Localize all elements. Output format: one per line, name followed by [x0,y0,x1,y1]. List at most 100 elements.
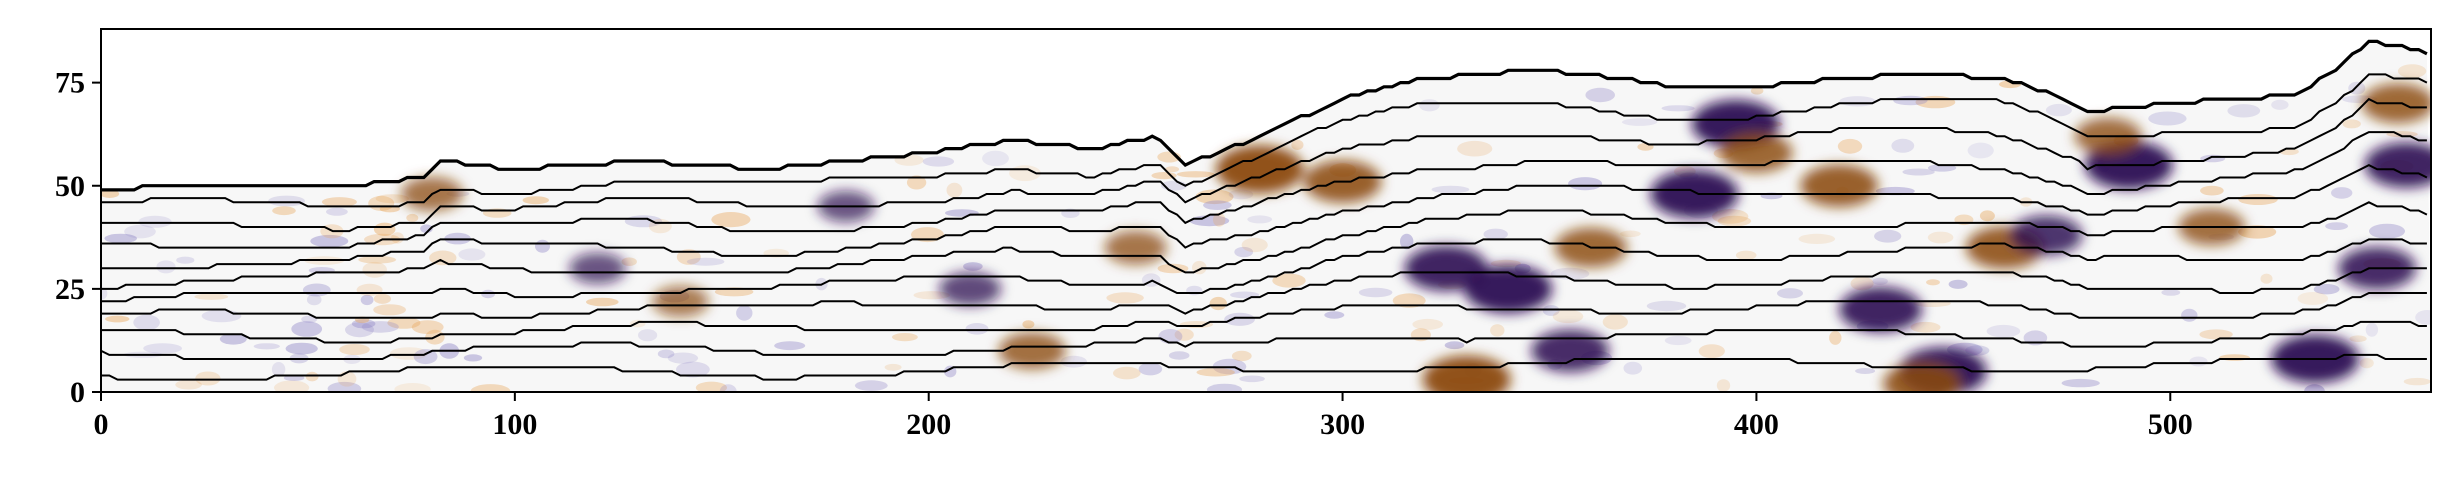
texture-blob [1165,166,1180,173]
texture-blob [1837,138,1863,154]
texture-blob [356,283,383,296]
texture-blob [124,224,156,239]
texture-blob [351,319,376,329]
texture-blob [306,294,322,306]
texture-blob [2415,310,2431,325]
texture-blob [1979,210,1995,222]
texture-blob [1209,296,1228,311]
anomaly-positive [1215,145,1304,194]
texture-blob [360,294,374,306]
texture-blob [1874,229,1902,243]
texture-blob [657,349,675,359]
texture-blob [326,207,348,216]
texture-blob [2325,222,2349,231]
texture-blob [1777,288,1803,299]
texture-blob [253,343,280,350]
texture-blob [176,256,195,264]
texture-blob [695,381,727,392]
texture-blob [373,222,396,236]
texture-blob [1891,138,1915,153]
texture-blob [389,347,428,360]
texture-blob [2365,322,2379,337]
texture-blob [104,233,137,244]
texture-blob [535,239,550,253]
texture-blob [1239,375,1265,383]
horizon-contour [101,97,2427,233]
anomaly-positive [1720,133,1793,173]
texture-blob [285,342,318,355]
texture-blob [884,363,902,371]
texture-blob [2238,194,2278,205]
texture-blob [1568,177,1603,191]
texture-blob [1698,344,1725,359]
texture-blob [2304,384,2325,392]
anomaly-positive [652,285,709,317]
texture-blob [1168,351,1190,360]
texture-blob [1106,292,1144,304]
y-tick-label: 0 [70,376,85,409]
texture-blob [1717,215,1752,227]
anomaly-negative [2364,142,2431,188]
anomaly-positive [1104,230,1167,265]
texture-blob [1620,230,1641,238]
texture-blob [1113,366,1141,380]
texture-blob [327,381,362,392]
texture-blob [1412,318,1443,330]
texture-blob [2045,103,2072,117]
texture-blob [2313,284,2340,295]
texture-blob [1213,212,1226,227]
texture-blob [1855,368,1876,374]
x-tick-label: 500 [2148,408,2193,441]
texture-blob [339,344,370,355]
texture-blob [406,213,419,222]
texture-blob [2369,223,2405,239]
texture-blob [361,321,399,333]
texture-blob [854,380,888,391]
texture-blob [463,354,483,362]
texture-blob [922,156,955,167]
texture-blob [272,206,296,216]
texture-blob [373,304,406,316]
texture-blob [1400,233,1414,250]
texture-blob [1622,118,1658,126]
texture-blob [1138,362,1163,376]
texture-blob [1419,99,1440,112]
texture-blob [291,321,323,337]
texture-blob [2403,377,2431,386]
texture-blob [2297,292,2329,305]
surface-contour [101,39,2428,192]
texture-blob [358,255,397,264]
texture-blob [1926,279,1940,286]
texture-blob [1623,361,1643,375]
horizon-contour [101,73,2428,208]
texture-blob [719,384,737,392]
texture-blob [911,227,944,243]
x-tick-label: 100 [492,408,537,441]
texture-blob [2349,335,2367,343]
texture-blob [1224,312,1255,326]
texture-blob [2161,289,2181,296]
texture-blob [470,384,511,392]
texture-blob [219,333,247,345]
texture-blob [1893,95,1928,106]
texture-blob [1241,237,1268,253]
texture-blob [1750,87,1764,95]
texture-blob [1457,140,1493,157]
texture-blob [194,293,229,300]
texture-blob [310,234,349,248]
texture-blob [1948,279,1968,289]
texture-blob [1965,345,1990,356]
anomaly-negative [939,271,1002,306]
texture-blob [2200,185,2224,196]
texture-blob [1490,324,1505,337]
texture-blob [892,333,918,342]
texture-blob [156,260,176,274]
y-tick-label: 25 [55,273,85,306]
horizon-contour [101,163,2428,270]
texture-blob [201,309,242,323]
texture-blob [458,248,486,261]
anomaly-negative [1404,245,1488,291]
texture-blob [1839,96,1876,107]
texture-blob [1967,142,1994,159]
